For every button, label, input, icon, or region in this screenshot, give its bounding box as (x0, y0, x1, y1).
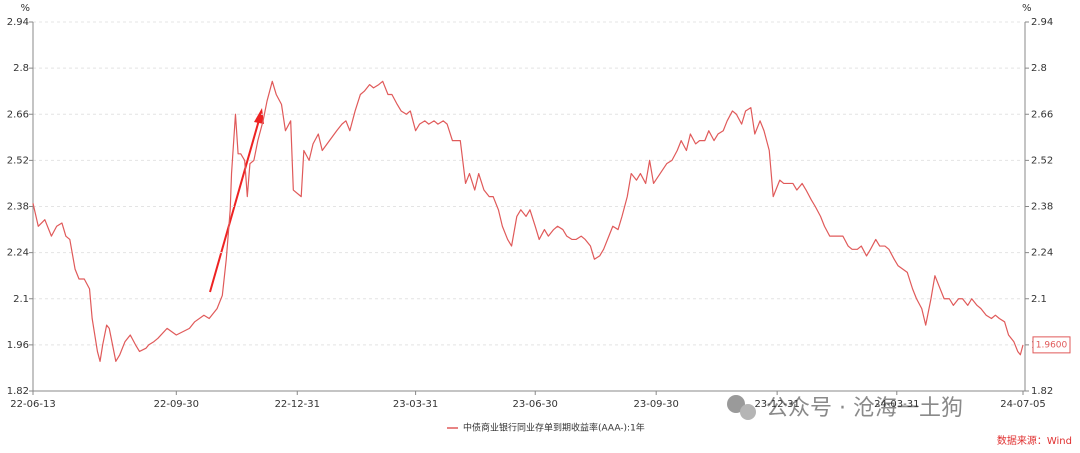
y2-tick-label: 2.38 (1031, 202, 1053, 213)
x-tick-label: 24-03-31 (874, 399, 919, 410)
end-label-box (1032, 336, 1071, 354)
y2-tick-label: 2.66 (1031, 109, 1053, 120)
y-unit: % (20, 3, 30, 14)
y-tick-label: 2.8 (13, 63, 29, 74)
watermark-icon (727, 395, 756, 420)
y-tick-label: 1.82 (7, 386, 29, 397)
y-tick-label: 2.66 (7, 109, 29, 120)
y-tick-label: 1.96 (7, 340, 29, 351)
y-tick-label: 2.24 (7, 248, 29, 259)
source: 数据来源：Wind (997, 434, 1072, 447)
y2-unit: % (1022, 3, 1032, 14)
end-label: 1.9600 (1036, 340, 1068, 350)
watermark: 公众号 · 沧海一土狗 (766, 396, 963, 421)
y2-tick-label: 2.8 (1031, 63, 1047, 74)
y2-tick-label: 2.24 (1031, 248, 1053, 259)
x-tick-label: 23-12-31 (754, 399, 799, 410)
line-series (32, 80, 1024, 362)
x-tick-label: 22-09-30 (154, 399, 199, 410)
y2-tick-label: 2.1 (1031, 294, 1047, 305)
x-tick-label: 22-12-31 (275, 399, 320, 410)
y-tick-label: 2.1 (13, 294, 29, 305)
annotation-arrow (209, 108, 264, 293)
legend-label: 中债商业银行同业存单到期收益率(AAA-):1年 (463, 422, 645, 434)
x-tick-label: 23-09-30 (633, 399, 678, 410)
x-tick-label: 23-03-31 (393, 399, 438, 410)
y-tick-label: 2.38 (7, 202, 29, 213)
y2-tick-label: 2.94 (1031, 17, 1053, 28)
y-tick-label: 2.94 (7, 17, 29, 28)
x-tick-label: 22-06-13 (10, 399, 55, 410)
x-tick-label: 23-06-30 (513, 399, 558, 410)
y2-tick-label: 1.82 (1031, 386, 1053, 397)
x-tick-label: 24-07-05 (1000, 399, 1045, 410)
y-tick-label: 2.52 (7, 155, 29, 166)
y2-tick-label: 2.52 (1031, 155, 1053, 166)
